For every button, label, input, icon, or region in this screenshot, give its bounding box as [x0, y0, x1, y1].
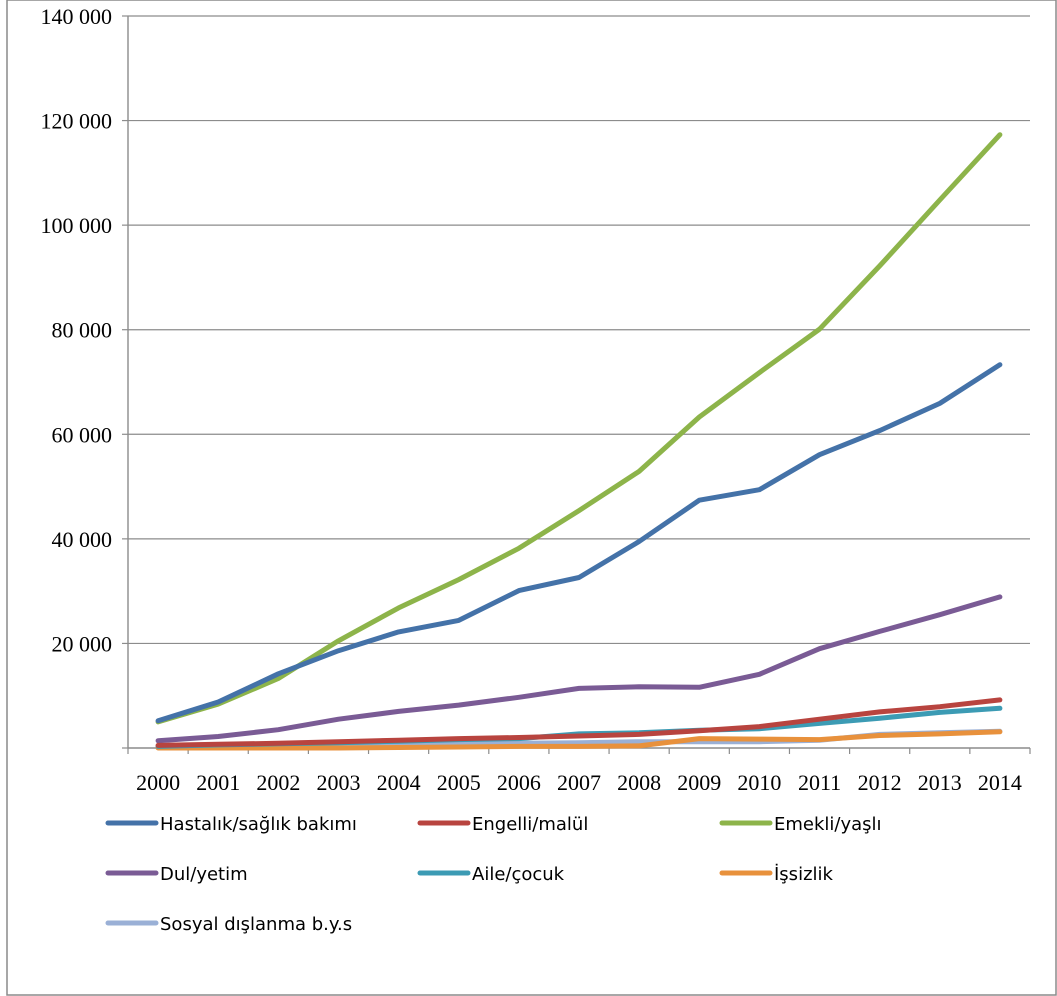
x-tick-label: 2001 — [196, 770, 240, 795]
x-tick-label: 2005 — [437, 770, 481, 795]
x-axis-ticks: 2000 2001 2002 2003 2004 2005 2006 2007 2008 2009… — [127, 748, 1031, 795]
legend-label: Emekli/yaşlı — [774, 814, 882, 835]
x-tick-label: 2003 — [316, 770, 360, 795]
legend-label: Aile/çocuk — [472, 864, 565, 885]
x-tick-label: 2009 — [677, 770, 721, 795]
series-line-hastal-k-sa-l-k-bak-m- — [155, 362, 1003, 724]
y-tick-label: 80 000 — [52, 318, 113, 343]
legend-label: Engelli/malül — [472, 814, 588, 835]
series-line-engelli-mal-l — [155, 697, 1003, 748]
legend-label: Hastalık/sağlık bakımı — [160, 814, 357, 835]
y-tick-label: 40 000 — [52, 527, 113, 552]
x-tick-label: 2004 — [377, 770, 421, 795]
x-tick-label: 2011 — [798, 770, 841, 795]
y-tick-label: 120 000 — [41, 109, 113, 134]
series-line-i-sizlik — [155, 729, 1003, 751]
x-tick-label: 2000 — [136, 770, 180, 795]
legend: Hastalık/sağlık bakımı Engelli/malül Emekl… — [105, 814, 882, 935]
y-tick-label: 60 000 — [52, 422, 113, 447]
legend-label: Sosyal dışlanma b.y.s — [160, 914, 352, 935]
x-tick-label: 2014 — [978, 770, 1022, 795]
y-axis-ticks: 20 000 40 000 60 000 80 000 100 000 120 000 14… — [41, 4, 128, 749]
legend-label: İşsizlik — [774, 864, 834, 885]
gridlines — [128, 15, 1030, 645]
series-line-dul-yetim — [155, 594, 1003, 744]
x-tick-label: 2013 — [918, 770, 962, 795]
x-tick-label: 2008 — [617, 770, 661, 795]
y-tick-label: 140 000 — [41, 4, 113, 29]
y-tick-label: 20 000 — [52, 631, 113, 656]
series-lines — [155, 132, 1003, 751]
x-tick-label: 2002 — [256, 770, 300, 795]
x-tick-label: 2012 — [858, 770, 902, 795]
x-tick-label: 2010 — [737, 770, 781, 795]
y-tick-label: 100 000 — [41, 213, 113, 238]
x-tick-label: 2006 — [497, 770, 541, 795]
legend-label: Dul/yetim — [160, 864, 248, 885]
x-tick-label: 2007 — [557, 770, 601, 795]
chart-area-border — [6, 0, 1057, 996]
